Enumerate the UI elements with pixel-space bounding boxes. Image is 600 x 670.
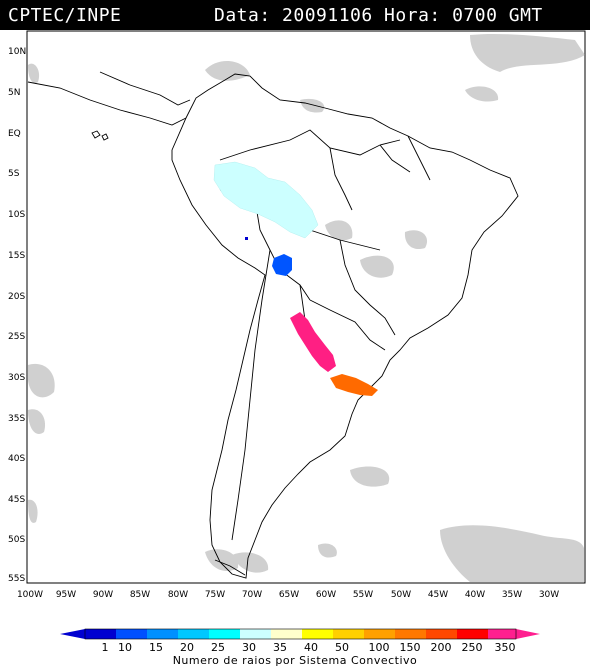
colorbar-tick: 20 xyxy=(180,641,194,654)
colorbar-swatch xyxy=(85,629,116,639)
lat-label: 5N xyxy=(8,88,20,98)
uruguay-system xyxy=(330,374,378,396)
colorbar-tick: 1 xyxy=(101,641,109,654)
lon-label: 70W xyxy=(242,590,262,600)
lat-label: 10N xyxy=(8,47,26,57)
colorbar-tick: 35 xyxy=(273,641,287,654)
colorbar-right-arrow xyxy=(516,629,540,639)
argentina-system xyxy=(290,312,336,372)
lat-labels: 10N 5N EQ 5S 10S 15S 20S 25S 30S 35S 40S… xyxy=(8,47,26,584)
lat-label: 15S xyxy=(8,251,25,261)
colorbar-swatch xyxy=(364,629,395,639)
colorbar-tick: 250 xyxy=(461,641,483,654)
colorbar xyxy=(60,628,540,640)
colorbar-swatch xyxy=(271,629,302,639)
colorbar-tick: 100 xyxy=(368,641,390,654)
colorbar-tick: 30 xyxy=(242,641,256,654)
lightning-map: 10N 5N EQ 5S 10S 15S 20S 25S 30S 35S 40S… xyxy=(8,30,586,600)
colorbar-tick: 25 xyxy=(211,641,225,654)
colorbar-left-arrow xyxy=(60,629,85,639)
colorbar-swatch xyxy=(488,629,516,639)
lon-label: 60W xyxy=(316,590,336,600)
lon-label: 95W xyxy=(56,590,76,600)
colorbar-tick: 200 xyxy=(430,641,452,654)
lat-label: 5S xyxy=(8,169,20,179)
lat-label: 45S xyxy=(8,495,25,505)
lat-label: 40S xyxy=(8,454,25,464)
lat-label: EQ xyxy=(8,129,21,139)
colorbar-swatch xyxy=(457,629,488,639)
lat-label: 55S xyxy=(8,574,25,584)
lon-label: 85W xyxy=(130,590,150,600)
bolivia-system xyxy=(272,254,292,276)
lat-label: 10S xyxy=(8,210,25,220)
colorbar-swatch xyxy=(116,629,147,639)
lon-label: 40W xyxy=(465,590,485,600)
colorbar-tick: 15 xyxy=(149,641,163,654)
lon-label: 50W xyxy=(391,590,411,600)
colorbar-tick: 40 xyxy=(304,641,318,654)
colorbar-swatch xyxy=(240,629,271,639)
lon-label: 75W xyxy=(205,590,225,600)
plot-frame xyxy=(26,30,586,584)
lon-label: 65W xyxy=(279,590,299,600)
source-label: CPTEC/INPE xyxy=(8,5,122,26)
lon-label: 45W xyxy=(428,590,448,600)
colorbar-tick: 350 xyxy=(494,641,516,654)
colorbar-title: Numero de raios por Sistema Convectivo xyxy=(172,654,418,667)
lon-label: 80W xyxy=(168,590,188,600)
colorbar-swatch xyxy=(178,629,209,639)
lon-label: 35W xyxy=(502,590,522,600)
lat-label: 30S xyxy=(8,373,25,383)
lon-labels: 100W 95W 90W 85W 80W 75W 70W 65W 60W 55W… xyxy=(17,590,559,600)
map-header: CPTEC/INPE Data: 20091106 Hora: 0700 GMT xyxy=(0,0,590,30)
colorbar-tick: 150 xyxy=(399,641,421,654)
colorbar-tick: 10 xyxy=(118,641,132,654)
colorbar-tick: 50 xyxy=(335,641,349,654)
colorbar-swatch xyxy=(426,629,457,639)
lon-label: 30W xyxy=(539,590,559,600)
lon-label: 55W xyxy=(353,590,373,600)
lat-label: 25S xyxy=(8,332,25,342)
amazon-system xyxy=(213,161,319,239)
lat-label: 35S xyxy=(8,414,25,424)
lat-label: 20S xyxy=(8,292,25,302)
colorbar-swatch xyxy=(395,629,426,639)
cloud-patches xyxy=(28,33,585,582)
convective-systems xyxy=(213,161,378,396)
colorbar-swatch xyxy=(209,629,240,639)
small-system xyxy=(245,237,248,240)
lon-label: 100W xyxy=(17,590,43,600)
lat-label: 50S xyxy=(8,535,25,545)
colorbar-swatch xyxy=(333,629,364,639)
colorbar-swatch xyxy=(147,629,178,639)
lon-label: 90W xyxy=(93,590,113,600)
datetime-label: Data: 20091106 Hora: 0700 GMT xyxy=(214,5,543,26)
colorbar-swatch xyxy=(302,629,333,639)
